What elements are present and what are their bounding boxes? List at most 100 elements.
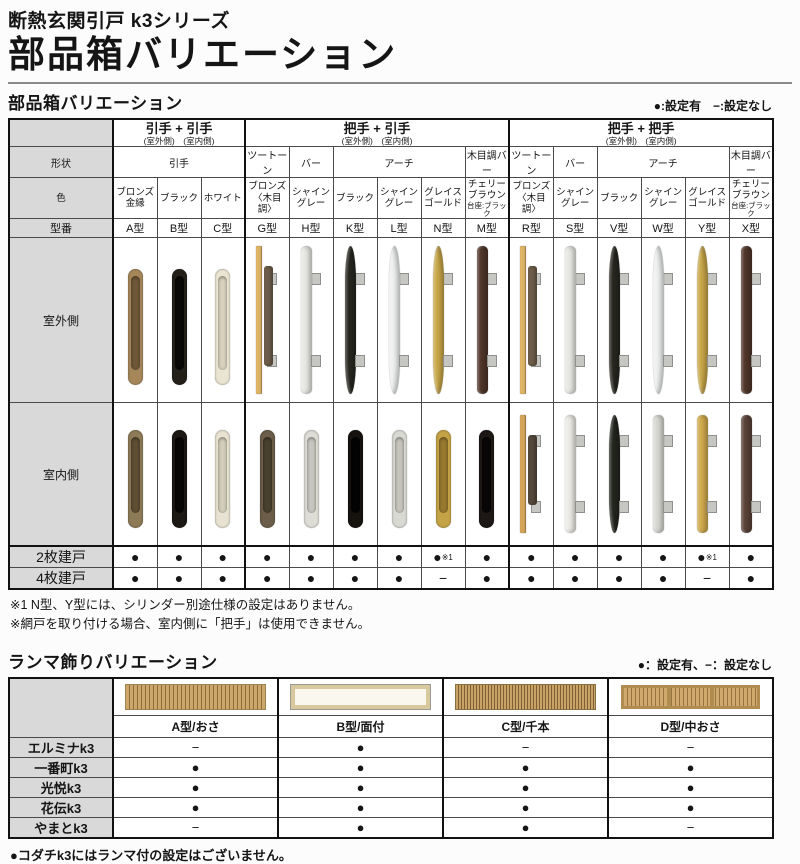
color-cell: ホワイト xyxy=(200,177,246,220)
ranma-row-yamato: やまとk3 − ● ● − xyxy=(8,816,774,839)
availability-cell: ● xyxy=(112,567,158,590)
handle-cell xyxy=(244,402,290,547)
color-name: チェリーブラウン xyxy=(467,178,506,202)
series-name-cell: やまとk3 xyxy=(8,816,114,839)
handle-cell xyxy=(508,402,554,547)
availability-cell: ● xyxy=(596,567,642,590)
availability-cell: ● xyxy=(112,545,158,569)
handle-cell xyxy=(376,402,422,547)
pull-slot xyxy=(350,437,360,514)
group-title: 把手 + 引手 xyxy=(343,120,411,136)
parts-notes: ※1 N型、Y型には、シリンダー別途仕様の設定はありません。 ※網戸を取り付ける… xyxy=(10,596,792,634)
ranma-type-label: B型/面付 xyxy=(277,714,444,738)
ranma-row-elmina: エルミナk3 − ● − − xyxy=(8,736,774,758)
handle-cell xyxy=(420,237,466,404)
model-cell: M型 xyxy=(464,218,510,239)
corner-cell xyxy=(8,677,114,738)
availability-cell: ● xyxy=(288,567,334,590)
ranma-image-row xyxy=(8,677,774,738)
availability-cell: ● xyxy=(508,567,554,590)
bar-edge xyxy=(520,415,527,534)
two-panel-row: 2枚建戸 ● ● ● ● ● ● ● ●※1 ● ● ● ● ● ●※1 ● xyxy=(8,545,774,569)
bar-body xyxy=(264,266,274,367)
arch-handle-image xyxy=(430,246,456,395)
ranma-c-image xyxy=(456,684,595,709)
shape-cell: アーチ xyxy=(332,146,466,179)
handle-cell xyxy=(332,237,378,404)
availability-note: ※1 xyxy=(705,553,717,563)
handle-cell xyxy=(420,402,466,547)
arch-handle-image xyxy=(342,246,368,395)
group-subtitle: (室外側) (室内側) xyxy=(143,135,215,146)
pull-slot xyxy=(174,437,184,514)
availability-cell: − xyxy=(607,736,774,758)
model-cell: H型 xyxy=(288,218,334,239)
series-label: 断熱玄関引戸 k3シリーズ xyxy=(8,11,230,32)
model-cell: V型 xyxy=(596,218,642,239)
availability-cell: ● xyxy=(277,816,444,839)
availability-cell: ● xyxy=(332,545,378,569)
model-cell: N型 xyxy=(420,218,466,239)
color-cell: ブロンズ〈木目調〉 xyxy=(244,177,290,220)
bar-body xyxy=(528,266,538,367)
pull-slot xyxy=(438,437,448,514)
row-label-two-panel: 2枚建戸 xyxy=(8,545,114,569)
arch-handle-image xyxy=(694,246,720,395)
handle-cell xyxy=(288,402,334,547)
bar-rod xyxy=(389,246,401,395)
group-subtitle: (室外側) (室内側) xyxy=(605,135,677,146)
color-cell: シャイングレー xyxy=(288,177,334,220)
pull-handle-image xyxy=(303,430,319,529)
bar-edge xyxy=(256,246,263,395)
pull-slot xyxy=(218,276,228,371)
ranma-a-image xyxy=(126,684,265,709)
availability-note: ※1 xyxy=(441,553,453,563)
color-cell: チェリーブラウン 台座:ブラック xyxy=(728,177,774,220)
pull-handle-image xyxy=(171,430,187,529)
model-cell: R型 xyxy=(508,218,554,239)
handle-cell xyxy=(728,402,774,547)
note-line: ※網戸を取り付ける場合、室内側に「把手」は使用できません。 xyxy=(10,617,371,632)
bar-handle-image xyxy=(562,246,588,395)
availability-cell: ● xyxy=(464,545,510,569)
group-header-row: 引手 + 引手 (室外側) (室内側) 把手 + 引手 (室外側) (室内側) … xyxy=(8,118,774,148)
color-cell: シャイングレー xyxy=(552,177,598,220)
pull-slot xyxy=(262,437,272,514)
arch-handle-image xyxy=(386,246,412,395)
row-label-interior: 室内側 xyxy=(8,402,114,547)
color-cell: ブラック xyxy=(156,177,202,220)
model-row: 型番 A型 B型 C型 G型 H型 K型 L型 N型 M型 R型 S型 V型 W… xyxy=(8,218,774,239)
ranma-note: ●コダチk3にはランマ付の設定はございません。 xyxy=(10,847,292,863)
ranma-type-label: D型/中おさ xyxy=(607,714,774,738)
page-title: 部品箱バリエーション xyxy=(8,34,398,75)
color-row: 色 ブロンズ金縁 ブラック ホワイト ブロンズ〈木目調〉 シャイングレー ブラッ… xyxy=(8,177,774,220)
availability-cell: ● xyxy=(277,776,444,798)
bar-handle-image xyxy=(650,415,676,534)
color-name: チェリーブラウン xyxy=(731,178,770,202)
handle-cell xyxy=(508,237,554,404)
availability-cell: ● xyxy=(607,796,774,818)
bar-rod xyxy=(653,415,665,534)
ranma-cell xyxy=(277,677,444,716)
availability-mark: ● xyxy=(433,549,442,566)
availability-cell: ● xyxy=(728,545,774,569)
note-line: ※1 N型、Y型には、シリンダー別途仕様の設定はありません。 xyxy=(10,598,361,613)
color-cell: ブラック xyxy=(596,177,642,220)
bar-rod xyxy=(301,246,313,395)
handle-cell xyxy=(684,237,730,404)
handle-cell xyxy=(288,237,334,404)
availability-cell: ● xyxy=(332,567,378,590)
twotone-bar-handle-image xyxy=(254,246,280,395)
handle-cell xyxy=(156,402,202,547)
bar-handle-image xyxy=(694,415,720,534)
availability-cell: ● xyxy=(112,776,279,798)
shape-cell: 引手 xyxy=(111,146,246,179)
bar-handle-image xyxy=(298,246,324,395)
ranma-section-header: ランマ飾りバリエーション ●：設定有、−：設定なし xyxy=(8,648,772,673)
availability-cell: ● xyxy=(442,776,609,798)
color-cell: ブラック xyxy=(332,177,378,220)
model-cell: L型 xyxy=(376,218,422,239)
availability-cell: ● xyxy=(200,545,246,569)
interior-row: 室内側 xyxy=(8,402,774,547)
bar-rod xyxy=(345,246,357,395)
